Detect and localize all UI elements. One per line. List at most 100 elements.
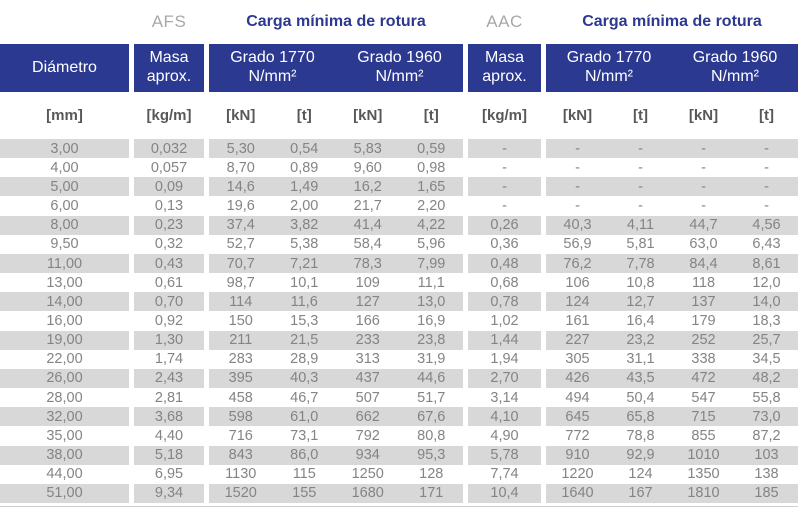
table-cell: 9,34 xyxy=(134,483,204,503)
table-cell: 4,10 xyxy=(468,407,541,427)
table-cell: 41,4 xyxy=(336,215,400,235)
table-cell: 0,23 xyxy=(134,215,204,235)
column-gap xyxy=(204,273,209,293)
table-cell: - xyxy=(764,159,769,176)
table-cell: 52,7 xyxy=(226,236,255,253)
table-cell: - xyxy=(672,177,735,197)
table-cell: - xyxy=(701,159,706,176)
table-cell: - xyxy=(735,139,798,159)
column-gap xyxy=(204,215,209,235)
table-cell: 51,7 xyxy=(417,389,446,406)
table-cell: 34,5 xyxy=(752,351,781,368)
table-cell: 7,74 xyxy=(490,466,519,483)
header-grados-afs: Grado 1770 N/mm² Grado 1960 N/mm² xyxy=(209,44,463,92)
column-gap xyxy=(204,483,209,503)
table-cell: 227 xyxy=(546,330,609,350)
table-cell: 86,0 xyxy=(272,445,336,465)
table-cell: 10,1 xyxy=(290,274,319,291)
table-row: 11,00 0,43 70,7 7,21 78,3 7,99 0,48 76,2 7,78 84,… xyxy=(0,253,798,274)
table-cell: 25,7 xyxy=(735,330,798,350)
table-row: 13,00 0,61 98,7 10,1 109 11,1 0,68 106 10,8 118 12… xyxy=(0,273,798,293)
column-gap xyxy=(541,426,546,446)
table-cell: 155 xyxy=(272,483,336,503)
table-cell: 252 xyxy=(672,330,735,350)
table-cell: 35,00 xyxy=(46,427,83,444)
table-cell: 70,7 xyxy=(209,253,273,274)
table-cell: 103 xyxy=(735,445,798,465)
column-gap xyxy=(463,445,468,465)
unit-t: [t] xyxy=(296,107,312,124)
table-cell: 23,8 xyxy=(399,330,463,350)
table-cell: 118 xyxy=(691,274,716,291)
column-gap xyxy=(463,368,468,389)
table-cell: 13,0 xyxy=(399,292,463,312)
table-cell: 338 xyxy=(691,351,716,368)
table-cell: 4,00 xyxy=(50,159,79,176)
bottom-divider xyxy=(0,505,798,507)
table-cell: - xyxy=(638,159,643,176)
table-cell: 19,00 xyxy=(0,330,129,350)
column-gap xyxy=(204,311,209,331)
table-cell: 1350 xyxy=(687,466,720,483)
table-cell: 6,95 xyxy=(154,466,184,483)
table-cell: 19,6 xyxy=(226,198,255,215)
column-gap xyxy=(204,330,209,350)
table-cell: 21,5 xyxy=(272,330,336,350)
column-gap xyxy=(129,445,134,465)
column-gap xyxy=(463,483,468,503)
column-gap xyxy=(129,407,134,427)
table-cell: 161 xyxy=(565,312,590,329)
table-cell: 598 xyxy=(209,407,273,427)
header-masa-aac-text: Masa aprox. xyxy=(482,49,527,85)
column-gap xyxy=(541,139,546,159)
table-cell: - xyxy=(502,198,507,215)
column-gap xyxy=(204,158,209,178)
table-row: 38,00 5,18 843 86,0 934 95,3 5,78 910 92,9 1010 10… xyxy=(0,445,798,465)
table-cell: 87,2 xyxy=(752,427,781,444)
table-cell: 4,56 xyxy=(735,215,798,235)
column-gap xyxy=(463,311,468,331)
table-cell: 185 xyxy=(735,483,798,503)
column-gap xyxy=(204,445,209,465)
table-cell: 7,99 xyxy=(399,253,463,274)
column-gap xyxy=(129,483,134,503)
column-gap xyxy=(541,483,546,503)
table-cell: 63,0 xyxy=(689,236,718,253)
table-cell: 106 xyxy=(565,274,590,291)
table-cell: 5,00 xyxy=(0,177,129,197)
table-row: 26,00 2,43 395 40,3 437 44,6 2,70 426 43,5 472 48,… xyxy=(0,368,798,389)
table-row: 19,00 1,30 211 21,5 233 23,8 1,44 227 23,2 252 25,… xyxy=(0,330,798,350)
column-gap xyxy=(541,407,546,427)
table-cell: 10,4 xyxy=(468,483,541,503)
column-gap xyxy=(463,253,468,274)
table-cell: 0,032 xyxy=(134,139,204,159)
column-gap xyxy=(541,158,546,178)
unit-kn: [kN] xyxy=(562,107,593,124)
column-gap xyxy=(541,368,546,389)
table-cell: - xyxy=(575,198,580,215)
table-cell: 50,4 xyxy=(626,389,655,406)
table-cell: - xyxy=(502,159,507,176)
table-cell: 5,30 xyxy=(209,139,273,159)
table-row: 6,00 0,13 19,6 2,00 21,7 2,20 - - - - - xyxy=(0,196,798,216)
column-gap xyxy=(541,388,546,408)
grado-1770-label: Grado 1770 xyxy=(566,49,652,67)
table-cell: 21,7 xyxy=(353,198,382,215)
table-cell: 7,21 xyxy=(272,253,336,274)
column-gap xyxy=(204,368,209,389)
column-gap xyxy=(463,426,468,446)
column-gap xyxy=(463,292,468,312)
table-cell: 715 xyxy=(672,407,735,427)
column-gap xyxy=(129,196,134,216)
table-cell: 233 xyxy=(336,330,400,350)
grado-1960-label: Grado 1960 xyxy=(357,49,442,67)
table-cell: 5,81 xyxy=(626,236,655,253)
table-cell: 2,43 xyxy=(134,368,204,389)
table-cell: 28,00 xyxy=(46,389,83,406)
table-cell: - xyxy=(764,198,769,215)
header-grado-1960-aac: Grado 1960 N/mm² xyxy=(672,49,798,87)
afs-group-label: AFS xyxy=(151,12,187,31)
table-cell: 26,00 xyxy=(0,368,129,389)
unit-mm: [mm] xyxy=(46,107,83,124)
table-cell: 9,60 xyxy=(353,159,382,176)
